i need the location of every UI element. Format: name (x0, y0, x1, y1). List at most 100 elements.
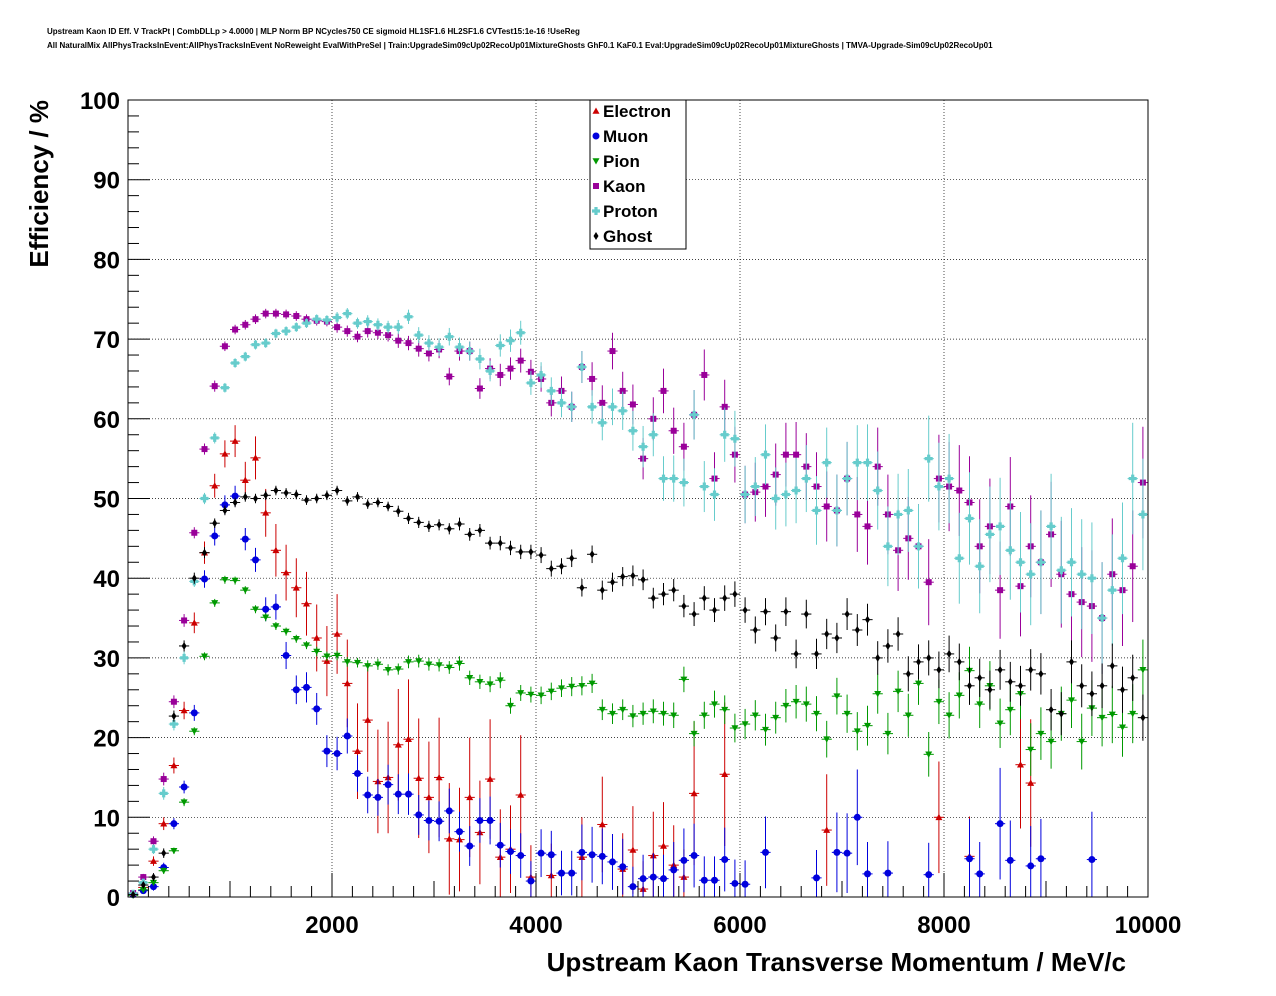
point-marker (588, 402, 597, 411)
point-marker (150, 883, 157, 891)
point-marker (435, 343, 444, 352)
point-marker (731, 725, 739, 732)
data-point (240, 586, 251, 595)
data-point (454, 517, 465, 531)
point-marker (364, 328, 371, 335)
data-point (230, 497, 241, 508)
data-point (423, 800, 434, 841)
data-point (352, 755, 363, 792)
point-marker (568, 683, 576, 691)
data-point (342, 325, 353, 337)
point-marker (679, 478, 688, 487)
point-marker (445, 664, 453, 671)
data-point (515, 833, 526, 878)
point-marker (915, 680, 922, 687)
point-marker (415, 774, 423, 782)
data-point (209, 432, 220, 444)
data-point (413, 794, 424, 835)
point-marker (302, 319, 311, 328)
data-point (372, 497, 383, 508)
data-point (179, 701, 190, 720)
point-marker (445, 835, 453, 842)
point-marker (997, 587, 1004, 594)
data-point (770, 467, 781, 530)
point-marker (639, 442, 648, 451)
point-marker (935, 813, 943, 821)
data-point (464, 341, 475, 361)
data-point (311, 314, 322, 324)
point-marker (640, 575, 646, 584)
point-marker (701, 371, 708, 378)
data-point (607, 834, 618, 890)
data-point (474, 378, 485, 399)
point-marker (425, 661, 433, 668)
point-marker (211, 532, 219, 540)
point-marker (333, 652, 341, 660)
data-point (974, 658, 985, 697)
data-point (903, 656, 914, 692)
point-marker (475, 355, 484, 364)
point-marker (405, 790, 412, 798)
data-point (648, 413, 659, 457)
data-point (852, 614, 863, 646)
data-point (913, 644, 924, 680)
point-marker (201, 446, 208, 453)
data-point (311, 604, 322, 672)
data-point (658, 701, 669, 726)
data-point (311, 692, 322, 725)
point-marker (1047, 522, 1056, 531)
data-point (281, 488, 292, 498)
point-marker (170, 847, 178, 855)
data-point (1005, 661, 1016, 702)
data-point (597, 828, 608, 885)
point-marker (660, 710, 667, 718)
data-point (515, 684, 526, 701)
point-marker (1119, 724, 1126, 731)
point-marker (435, 773, 443, 781)
point-marker (292, 635, 300, 643)
point-marker (610, 578, 615, 587)
point-marker (1078, 738, 1086, 746)
data-point (719, 407, 730, 462)
point-marker (659, 474, 668, 483)
point-marker (210, 433, 219, 442)
point-marker (853, 728, 861, 735)
point-marker (395, 337, 402, 344)
point-marker (405, 735, 412, 742)
point-marker (455, 343, 464, 352)
data-point (179, 798, 190, 807)
point-marker (628, 426, 637, 435)
data-point (597, 580, 608, 600)
data-point (209, 473, 220, 498)
data-point (811, 696, 822, 732)
point-marker (446, 524, 452, 533)
legend-entry-muon: Muon (592, 127, 648, 146)
point-marker (150, 857, 157, 864)
data-point (342, 308, 353, 320)
data-point (709, 468, 720, 521)
point-marker (405, 340, 412, 347)
point-marker (343, 309, 352, 318)
point-marker (700, 482, 709, 491)
point-marker (802, 701, 810, 708)
data-point (658, 582, 669, 606)
point-marker (241, 476, 249, 483)
point-marker (1027, 746, 1035, 754)
point-marker (588, 680, 596, 687)
data-point (780, 688, 791, 723)
point-marker (996, 820, 1004, 828)
point-marker (905, 669, 911, 678)
y-tick-label: 0 (107, 885, 120, 912)
point-marker (609, 710, 616, 718)
data-point (597, 405, 608, 441)
point-marker (1129, 710, 1137, 718)
data-point (495, 334, 506, 357)
point-marker (987, 685, 993, 694)
point-marker (1028, 665, 1034, 674)
point-marker (538, 551, 544, 560)
data-point (301, 571, 312, 636)
data-point (699, 701, 710, 729)
x-tick-label: 8000 (917, 912, 970, 939)
point-marker (507, 848, 514, 856)
data-point (138, 881, 149, 890)
